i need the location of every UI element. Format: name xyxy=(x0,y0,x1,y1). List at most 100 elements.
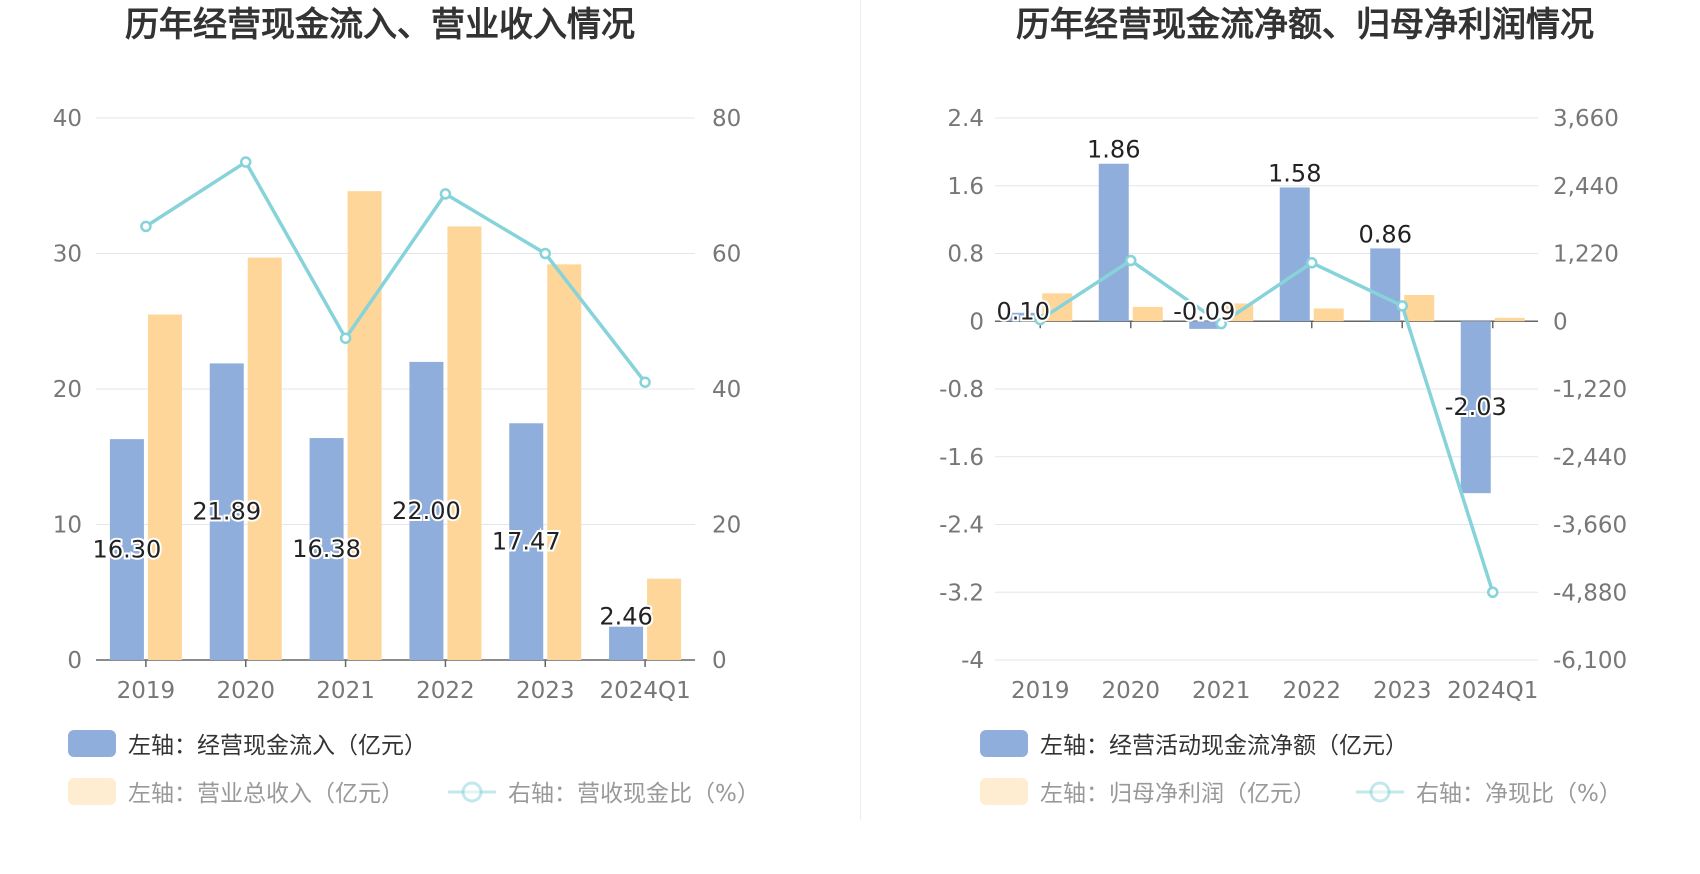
y-left-tick-label: 20 xyxy=(53,377,82,403)
x-tick-label: 2023 xyxy=(1373,678,1432,704)
bar xyxy=(1370,248,1401,322)
y-left-tick-label: 0.8 xyxy=(947,242,984,268)
data-label: 0.10 xyxy=(997,297,1050,325)
chart-title: 历年经营现金流入、营业收入情况 xyxy=(125,5,635,45)
y-left-tick-label: 0 xyxy=(969,309,984,335)
data-label: 0.86 xyxy=(1359,220,1412,248)
bar xyxy=(1460,321,1491,494)
y-right-tick-label: 3,660 xyxy=(1553,106,1619,132)
bar xyxy=(347,191,382,661)
line-point xyxy=(1034,313,1046,326)
x-tick-label: 2024Q1 xyxy=(1447,678,1538,704)
chart-panel-net-cash: 历年经营现金流净额、归母净利润情况 2.4 3,660 1.6 2,440 0.8 1,22… xyxy=(860,0,1700,874)
y-right-tick-label: -2,440 xyxy=(1553,445,1627,471)
line-point xyxy=(1306,257,1318,269)
y-left-tick-label: -2.4 xyxy=(939,513,984,539)
y-left-tick-label: 1.6 xyxy=(947,174,984,200)
y-left-tick-label: 0 xyxy=(67,648,82,674)
x-tick-label: 2021 xyxy=(1192,678,1251,704)
y-right-tick-label: -3,660 xyxy=(1553,513,1627,539)
data-label: 16.30 xyxy=(93,536,162,564)
legend-swatch xyxy=(980,730,1028,757)
legend-swatch xyxy=(980,778,1028,805)
y-right-tick-label: 2,440 xyxy=(1553,174,1619,200)
line-point xyxy=(439,188,452,200)
bar xyxy=(1132,306,1163,322)
line-point xyxy=(339,332,352,344)
bar xyxy=(109,439,144,660)
line-point xyxy=(240,156,252,168)
chart-title: 历年经营现金流净额、归母净利润情况 xyxy=(1016,5,1594,45)
bar xyxy=(1313,308,1344,322)
x-tick-label: 2019 xyxy=(1011,678,1070,704)
legend-label: 左轴：营业总收入（亿元） xyxy=(128,781,404,807)
legend-label: 左轴：经营活动现金流净额（亿元） xyxy=(1040,733,1408,759)
y-right-tick-label: 80 xyxy=(712,106,741,132)
bar xyxy=(209,363,244,660)
bar xyxy=(247,257,282,660)
line-point xyxy=(639,376,651,388)
y-right-tick-label: 40 xyxy=(712,377,741,403)
line-point xyxy=(539,247,551,260)
x-tick-label: 2024Q1 xyxy=(599,678,690,704)
bar xyxy=(409,361,444,660)
y-right-tick-label: 20 xyxy=(712,513,741,539)
y-left-tick-label: -3.2 xyxy=(939,580,984,606)
line-point xyxy=(1125,254,1137,267)
x-tick-label: 2020 xyxy=(216,678,275,704)
chart-panel-cash-inflow: 历年经营现金流入、营业收入情况 40 80 30 60 20 40 10 20 0 0 2019 202… xyxy=(53,5,760,807)
x-tick-label: 2021 xyxy=(316,678,375,704)
x-tick-label: 2022 xyxy=(416,678,475,704)
bar xyxy=(447,226,482,660)
data-label: -2.03 xyxy=(1445,393,1507,421)
legend-swatch xyxy=(68,778,116,805)
x-tick-label: 2020 xyxy=(1101,678,1160,704)
y-right-tick-label: -4,880 xyxy=(1553,580,1627,606)
data-label: 2.46 xyxy=(599,603,652,631)
legend-label: 右轴：营收现金比（%） xyxy=(508,781,760,807)
x-tick-label: 2019 xyxy=(117,678,176,704)
line-point xyxy=(1396,300,1408,312)
bar xyxy=(647,578,682,660)
legend-label: 左轴：归母净利润（亿元） xyxy=(1040,781,1316,807)
data-label: 1.58 xyxy=(1268,159,1321,187)
x-tick-label: 2022 xyxy=(1282,678,1341,704)
y-right-tick-label: 1,220 xyxy=(1553,242,1619,268)
bar xyxy=(1279,187,1310,322)
y-right-tick-label: -6,100 xyxy=(1553,648,1627,674)
bar xyxy=(547,264,582,660)
data-label: 16.38 xyxy=(292,535,361,563)
legend-label: 右轴：净现比（%） xyxy=(1416,781,1622,807)
y-left-tick-label: -0.8 xyxy=(939,377,984,403)
data-label: -0.09 xyxy=(1173,297,1235,325)
line-point xyxy=(140,220,152,233)
line-point xyxy=(1487,586,1499,598)
bar xyxy=(609,626,644,660)
y-right-tick-label: 0 xyxy=(1553,309,1568,335)
legend-line-marker xyxy=(1369,781,1391,803)
y-left-tick-label: 2.4 xyxy=(947,106,984,132)
y-left-tick-label: 10 xyxy=(53,513,82,539)
data-label: 21.89 xyxy=(192,498,261,526)
y-left-tick-label: 30 xyxy=(53,242,82,268)
y-right-tick-label: -1,220 xyxy=(1553,377,1627,403)
legend-swatch xyxy=(68,730,116,757)
bar xyxy=(509,423,544,660)
line-series xyxy=(144,159,647,384)
y-right-tick-label: 0 xyxy=(712,648,727,674)
line-series xyxy=(1039,258,1495,593)
bar xyxy=(309,438,344,660)
data-label: 17.47 xyxy=(492,528,561,556)
line-point xyxy=(1215,317,1227,330)
panel-divider xyxy=(860,0,861,820)
legend-line-marker xyxy=(461,781,483,803)
y-left-tick-label: -4 xyxy=(961,648,984,674)
bar xyxy=(1494,317,1525,322)
y-left-tick-label: 40 xyxy=(53,106,82,132)
y-right-tick-label: 60 xyxy=(712,242,741,268)
bar xyxy=(1098,163,1129,322)
bar xyxy=(1189,321,1220,329)
data-label: 1.86 xyxy=(1087,136,1140,164)
chart-net-cash-profit: 历年经营现金流净额、归母净利润情况 2.4 3,660 1.6 2,440 0.8 1,22… xyxy=(939,5,1627,807)
bar xyxy=(1404,294,1435,322)
